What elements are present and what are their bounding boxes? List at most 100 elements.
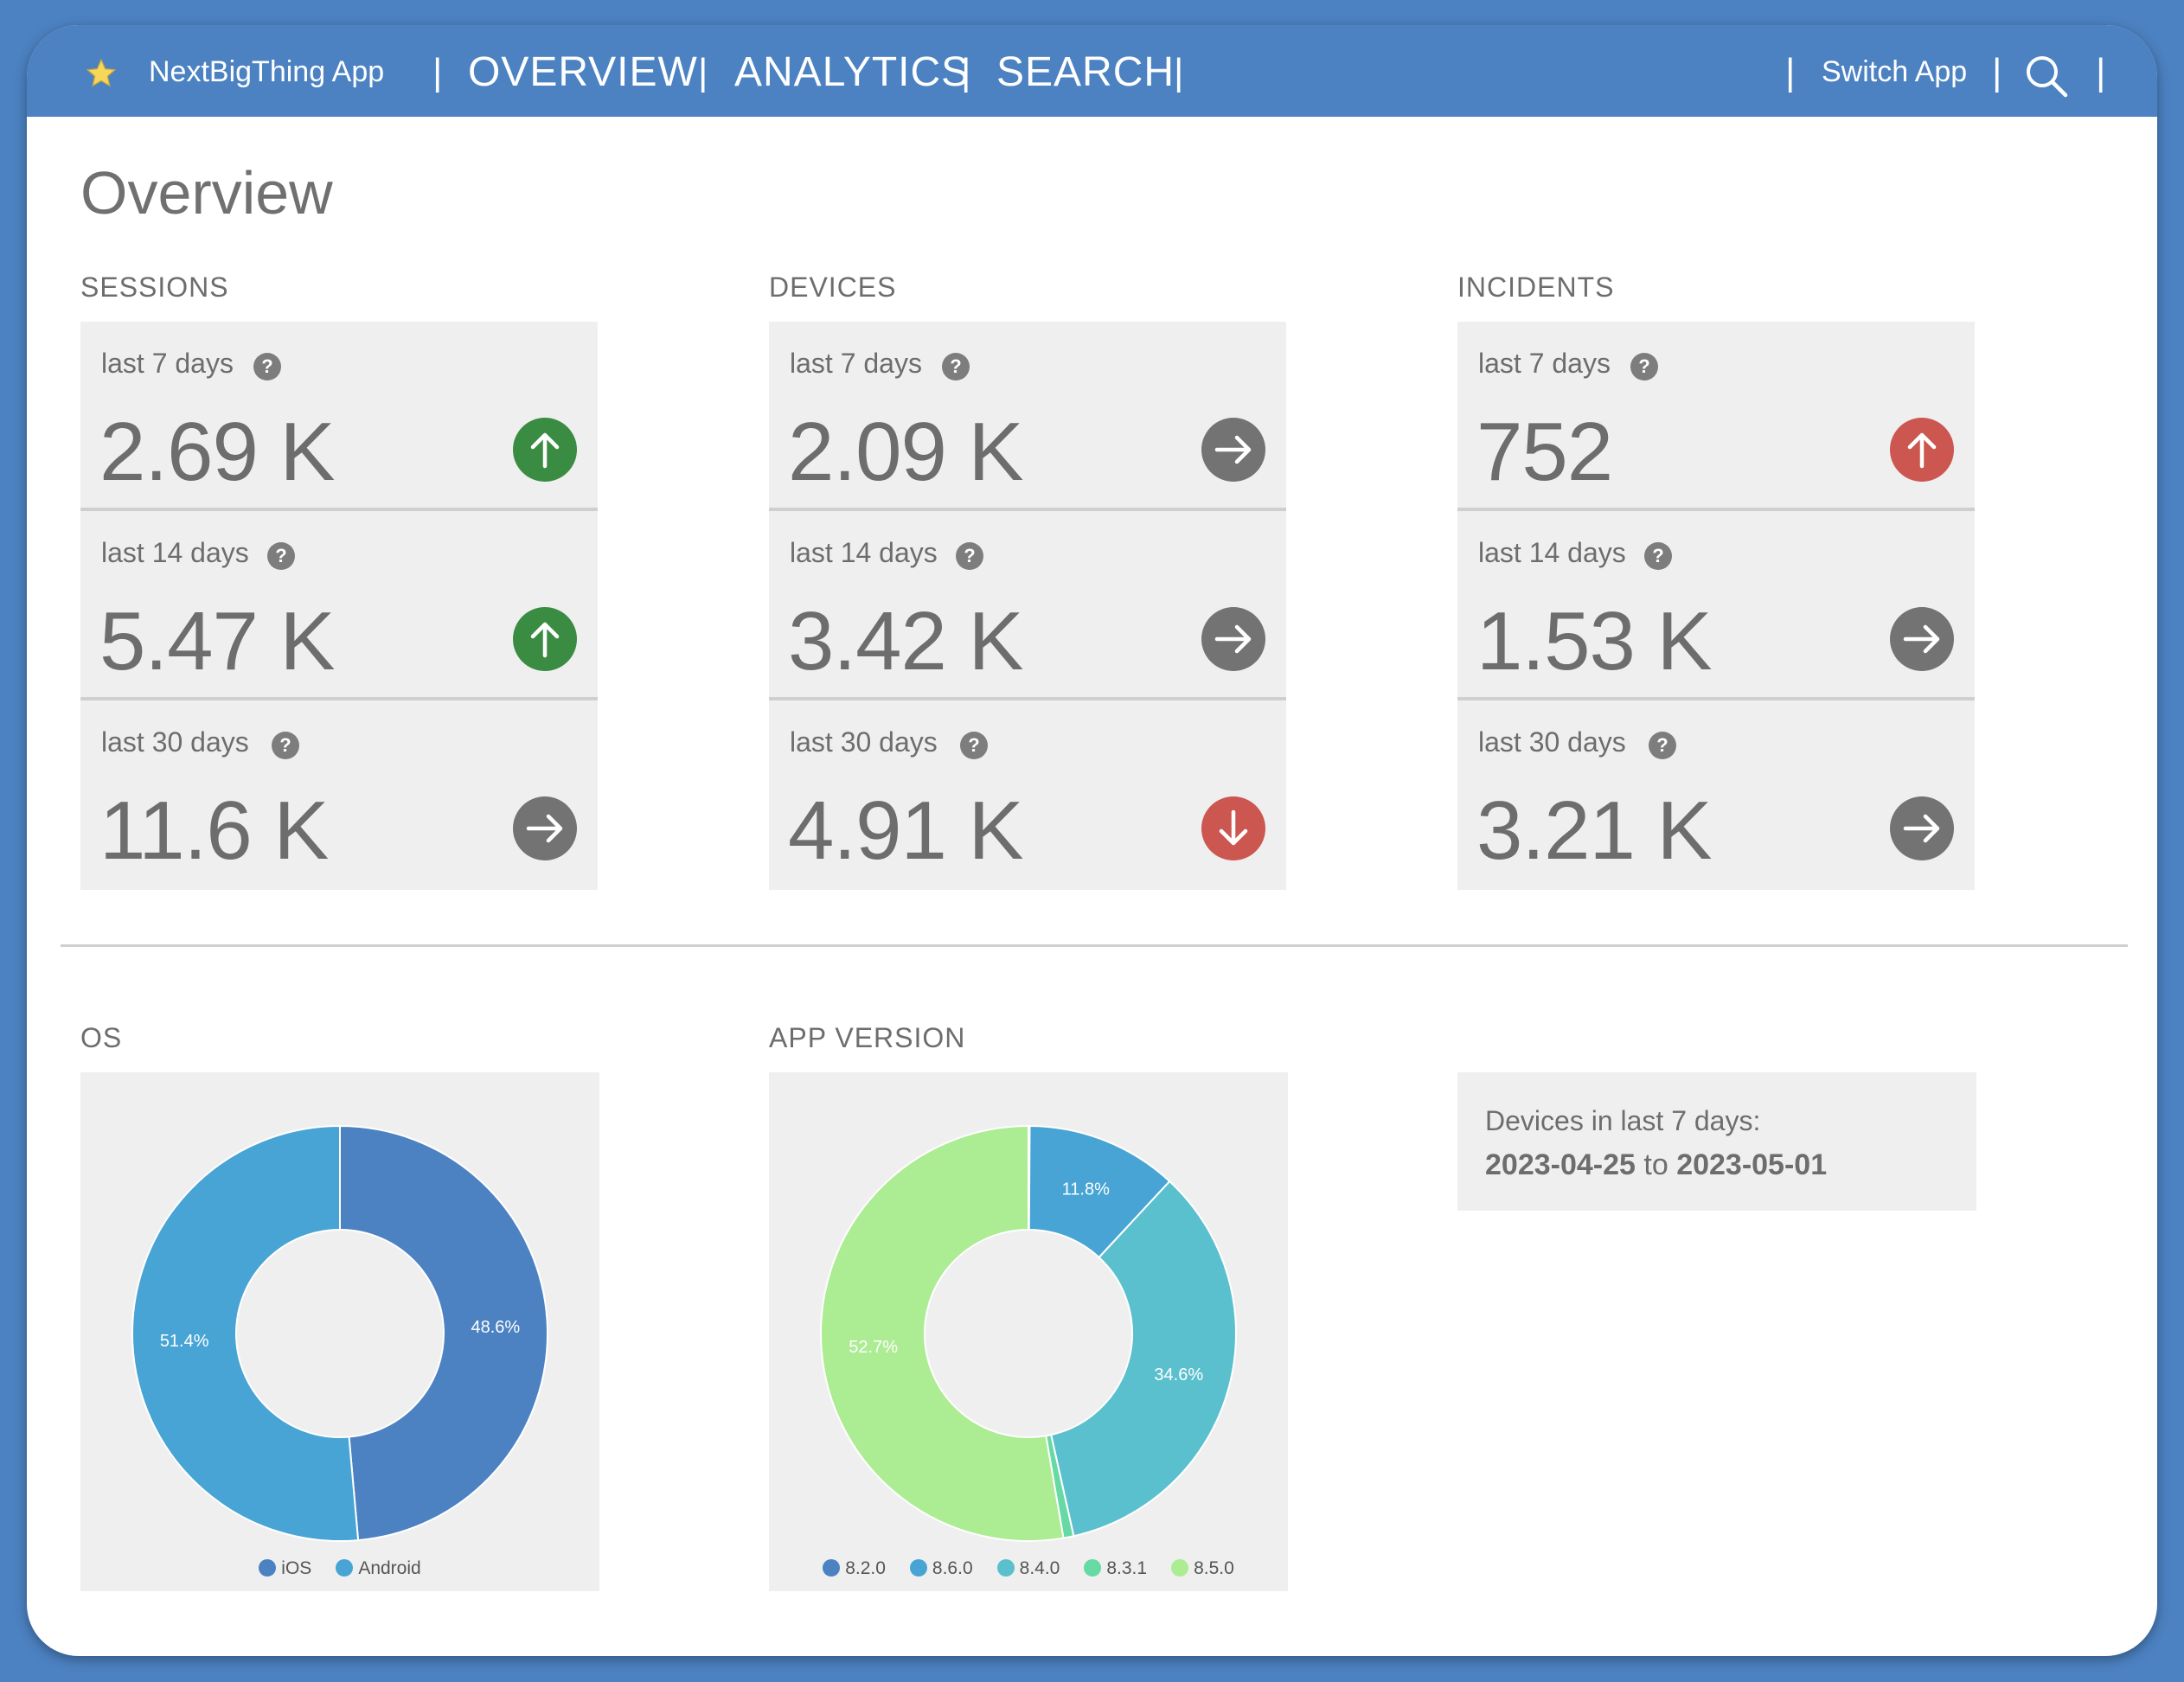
tab-analytics[interactable]: ANALYTICS bbox=[734, 49, 970, 95]
legend-item[interactable]: 8.2.0 bbox=[823, 1558, 886, 1579]
period-label: last 14 days bbox=[790, 537, 938, 568]
donut-slice-8-5-0[interactable] bbox=[820, 1124, 1065, 1542]
app-version-donut-chart: 11.8% 34.6% 52.7% bbox=[820, 1124, 1237, 1542]
date-from: 2023-04-25 bbox=[1485, 1148, 1636, 1181]
sessions-card-14d[interactable]: last 14 days ? 5.47 K bbox=[80, 511, 598, 700]
period-label: last 14 days bbox=[1478, 537, 1626, 568]
nav-separator: | bbox=[961, 51, 971, 93]
stat-value: 2.69 K bbox=[99, 406, 336, 498]
trend-flat-icon bbox=[1201, 607, 1265, 671]
help-icon[interactable]: ? bbox=[272, 732, 299, 759]
info-caption: Devices in last 7 days: bbox=[1485, 1105, 1761, 1136]
stat-value: 5.47 K bbox=[99, 595, 336, 688]
help-icon[interactable]: ? bbox=[1630, 353, 1658, 381]
donut-slice-android[interactable] bbox=[131, 1124, 360, 1542]
nav-separator: | bbox=[1174, 51, 1184, 93]
help-icon[interactable]: ? bbox=[1649, 732, 1676, 759]
trend-up-icon bbox=[1890, 418, 1954, 482]
incidents-card-30d[interactable]: last 30 days ? 3.21 K bbox=[1457, 700, 1975, 890]
legend-item[interactable]: 8.6.0 bbox=[909, 1558, 973, 1579]
trend-flat-icon bbox=[1890, 607, 1954, 671]
app-version-chart-legend: 8.2.0 8.6.0 8.4.0 8.3.1 8.5.0 bbox=[769, 1558, 1288, 1579]
app-name[interactable]: NextBigThing App bbox=[149, 55, 385, 88]
devices-card-30d[interactable]: last 30 days ? 4.91 K bbox=[769, 700, 1286, 890]
os-donut-chart: 48.6% 51.4% bbox=[131, 1124, 548, 1542]
date-to: 2023-05-01 bbox=[1676, 1148, 1828, 1181]
nav-separator: | bbox=[1992, 51, 2002, 93]
sessions-section-label: SESSIONS bbox=[80, 272, 229, 303]
legend-label: 8.4.0 bbox=[1019, 1558, 1060, 1578]
tab-search[interactable]: SEARCH bbox=[996, 49, 1175, 95]
legend-dot bbox=[996, 1559, 1015, 1576]
section-divider bbox=[61, 944, 2128, 947]
stat-value: 11.6 K bbox=[99, 784, 329, 877]
period-label: last 14 days bbox=[101, 537, 249, 568]
devices-card-7d[interactable]: last 7 days ? 2.09 K bbox=[769, 322, 1286, 511]
legend-dot bbox=[1084, 1559, 1102, 1576]
period-label: last 30 days bbox=[790, 726, 938, 758]
legend-dot bbox=[1171, 1559, 1189, 1576]
stat-value: 752 bbox=[1476, 406, 1613, 498]
stat-value: 3.42 K bbox=[788, 595, 1024, 688]
trend-flat-icon bbox=[1201, 418, 1265, 482]
nav-separator: | bbox=[698, 51, 708, 93]
help-icon[interactable]: ? bbox=[1644, 542, 1672, 570]
legend-item[interactable]: 8.4.0 bbox=[996, 1558, 1060, 1579]
donut-slice-ios[interactable] bbox=[339, 1124, 548, 1542]
search-icon[interactable] bbox=[2024, 54, 2069, 99]
incidents-card-14d[interactable]: last 14 days ? 1.53 K bbox=[1457, 511, 1975, 700]
trend-up-icon bbox=[513, 418, 577, 482]
os-chart-legend: iOS Android bbox=[80, 1558, 599, 1579]
incidents-card-7d[interactable]: last 7 days ? 752 bbox=[1457, 322, 1975, 511]
donut-slice-8-4-0[interactable] bbox=[1049, 1180, 1237, 1538]
stat-value: 4.91 K bbox=[788, 784, 1024, 877]
nav-separator: | bbox=[1785, 51, 1796, 93]
legend-item[interactable]: 8.5.0 bbox=[1171, 1558, 1234, 1579]
stat-value: 3.21 K bbox=[1476, 784, 1713, 877]
incidents-section-label: INCIDENTS bbox=[1457, 272, 1615, 303]
help-icon[interactable]: ? bbox=[942, 353, 970, 381]
os-chart-label: OS bbox=[80, 1022, 123, 1053]
help-icon[interactable]: ? bbox=[253, 353, 281, 381]
tab-overview[interactable]: OVERVIEW bbox=[468, 49, 698, 95]
date-range: 2023-04-25 to 2023-05-01 bbox=[1485, 1148, 1827, 1182]
legend-dot bbox=[259, 1559, 277, 1576]
slice-value-label: 48.6% bbox=[471, 1318, 520, 1337]
slice-value-label: 34.6% bbox=[1154, 1365, 1203, 1385]
legend-item[interactable]: Android bbox=[336, 1558, 421, 1579]
legend-item[interactable]: 8.3.1 bbox=[1084, 1558, 1147, 1579]
period-label: last 7 days bbox=[790, 348, 922, 379]
devices-section-label: DEVICES bbox=[769, 272, 897, 303]
app-version-chart-panel: 11.8% 34.6% 52.7% 8.2.0 8.6.0 8.4.0 8.3.1 8.5.… bbox=[769, 1072, 1288, 1591]
legend-label: 8.6.0 bbox=[932, 1558, 973, 1578]
devices-date-range-box: Devices in last 7 days: 2023-04-25 to 20… bbox=[1457, 1072, 1976, 1211]
legend-dot bbox=[336, 1559, 354, 1576]
trend-up-icon bbox=[513, 607, 577, 671]
legend-label: 8.5.0 bbox=[1194, 1558, 1234, 1578]
trend-flat-icon bbox=[513, 796, 577, 860]
legend-dot bbox=[823, 1559, 841, 1576]
top-navigation-bar: NextBigThing App | OVERVIEW | ANALYTICS … bbox=[27, 25, 2157, 117]
nav-separator: | bbox=[432, 51, 443, 93]
sessions-card-7d[interactable]: last 7 days ? 2.69 K bbox=[80, 322, 598, 511]
slice-value-label: 11.8% bbox=[1062, 1180, 1110, 1199]
trend-down-icon bbox=[1201, 796, 1265, 860]
devices-card-14d[interactable]: last 14 days ? 3.42 K bbox=[769, 511, 1286, 700]
slice-value-label: 52.7% bbox=[849, 1338, 898, 1357]
sessions-card-30d[interactable]: last 30 days ? 11.6 K bbox=[80, 700, 598, 890]
period-label: last 7 days bbox=[1478, 348, 1611, 379]
help-icon[interactable]: ? bbox=[960, 732, 988, 759]
legend-label: 8.2.0 bbox=[845, 1558, 886, 1578]
period-label: last 30 days bbox=[1478, 726, 1626, 758]
slice-value-label: 51.4% bbox=[160, 1332, 209, 1351]
legend-item[interactable]: iOS bbox=[259, 1558, 311, 1579]
trend-flat-icon bbox=[1890, 796, 1954, 860]
period-label: last 30 days bbox=[101, 726, 249, 758]
legend-label: Android bbox=[358, 1558, 421, 1578]
switch-app-button[interactable]: Switch App bbox=[1822, 55, 1968, 88]
app-window: NextBigThing App | OVERVIEW | ANALYTICS … bbox=[27, 25, 2157, 1656]
help-icon[interactable]: ? bbox=[956, 542, 983, 570]
legend-dot bbox=[909, 1559, 927, 1576]
help-icon[interactable]: ? bbox=[267, 542, 295, 570]
app-version-chart-label: APP VERSION bbox=[769, 1022, 966, 1053]
